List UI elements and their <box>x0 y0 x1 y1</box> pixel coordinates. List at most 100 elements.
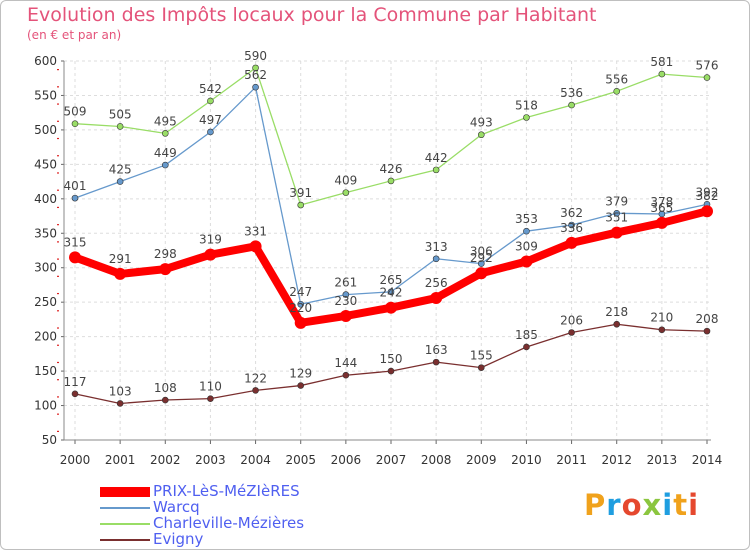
data-label-evigny: 163 <box>425 343 448 357</box>
data-label-charleville: 590 <box>244 49 267 63</box>
data-label-prix: 242 <box>380 286 403 300</box>
chart-title: Evolution des Impôts locaux pour la Comm… <box>27 4 597 26</box>
data-point-evigny <box>116 400 124 407</box>
data-point-evigny <box>71 390 79 398</box>
data-label-charleville: 391 <box>289 186 312 200</box>
data-point-warcq <box>523 227 530 235</box>
data-label-warcq: 401 <box>64 179 87 193</box>
data-point-evigny <box>568 329 575 336</box>
data-point-charleville <box>387 177 395 185</box>
data-point-prix <box>701 205 713 218</box>
data-label-prix: 292 <box>470 251 493 265</box>
data-point-warcq <box>477 260 485 267</box>
data-point-warcq <box>161 161 169 169</box>
data-label-charleville: 556 <box>605 72 628 86</box>
data-label-evigny: 117 <box>64 375 87 389</box>
data-label-warcq: 425 <box>109 163 132 177</box>
data-point-evigny <box>207 395 214 402</box>
data-label-evigny: 129 <box>289 367 312 381</box>
data-point-prix <box>69 251 81 264</box>
data-point-prix <box>159 263 172 276</box>
data-label-prix: 298 <box>154 247 177 261</box>
data-point-charleville <box>703 74 711 81</box>
data-label-evigny: 108 <box>154 381 177 395</box>
data-label-charleville: 581 <box>650 55 673 69</box>
data-point-charleville <box>71 120 79 128</box>
y-tick-label: 450 <box>34 157 57 171</box>
chart-subtitle: (en € et par an) <box>27 28 122 42</box>
data-point-evigny <box>703 327 711 335</box>
y-tick-label: 350 <box>34 226 57 240</box>
data-label-evigny: 122 <box>244 371 267 385</box>
data-label-prix: 331 <box>244 224 267 238</box>
data-label-evigny: 185 <box>515 328 538 342</box>
legend-label-warcq: Warcq <box>153 498 200 516</box>
data-label-prix: 365 <box>650 201 673 215</box>
data-label-warcq: 353 <box>515 212 538 226</box>
data-label-warcq: 562 <box>244 68 267 82</box>
data-label-warcq: 265 <box>380 273 403 287</box>
data-point-evigny <box>658 326 666 334</box>
data-point-evigny <box>613 320 621 328</box>
y-tick-label: 200 <box>34 330 57 344</box>
data-point-warcq <box>432 255 440 263</box>
data-label-charleville: 426 <box>380 162 403 176</box>
data-label-evigny: 218 <box>605 305 628 319</box>
data-point-warcq <box>568 221 575 229</box>
data-point-evigny <box>477 364 485 371</box>
data-point-warcq <box>297 300 305 308</box>
data-label-charleville: 409 <box>334 174 357 188</box>
data-label-prix: 319 <box>199 233 222 247</box>
data-point-charleville <box>658 70 666 78</box>
data-label-charleville: 495 <box>154 114 177 128</box>
data-label-prix: 336 <box>560 221 583 235</box>
data-label-evigny: 155 <box>470 349 493 363</box>
data-point-prix <box>294 316 307 329</box>
data-label-evigny: 206 <box>560 314 583 328</box>
logo-letter: x <box>642 488 663 522</box>
data-point-prix <box>610 226 623 239</box>
y-tick-label: 250 <box>34 295 57 309</box>
data-point-warcq <box>207 128 214 136</box>
data-label-charleville: 542 <box>199 82 222 96</box>
data-point-evigny <box>297 382 305 389</box>
x-tick-label: 2006 <box>331 453 362 467</box>
data-label-charleville: 442 <box>425 151 448 165</box>
data-point-warcq <box>252 83 259 91</box>
data-label-warcq: 362 <box>560 206 583 220</box>
data-label-warcq: 449 <box>154 146 177 160</box>
data-label-evigny: 110 <box>199 380 222 394</box>
legend-label-charleville: Charleville-Mézières <box>153 514 305 532</box>
x-tick-label: 2013 <box>647 453 678 467</box>
data-point-prix <box>385 301 397 314</box>
data-point-prix <box>565 236 578 249</box>
legend-swatch-evigny <box>100 539 150 541</box>
data-point-evigny <box>432 358 440 366</box>
data-label-warcq: 379 <box>605 194 628 208</box>
x-tick-label: 2005 <box>285 453 316 467</box>
y-tick-label: 400 <box>34 192 57 206</box>
legend-swatch-prix <box>100 487 150 497</box>
data-point-charleville <box>116 123 124 130</box>
legend-label-evigny: Evigny <box>153 530 204 548</box>
data-label-charleville: 576 <box>696 59 719 73</box>
y-tick-label: 50 <box>42 433 57 447</box>
data-label-charleville: 505 <box>109 107 132 121</box>
data-point-prix <box>204 248 217 261</box>
data-label-charleville: 536 <box>560 86 583 100</box>
data-label-evigny: 208 <box>696 312 719 326</box>
x-tick-label: 2003 <box>195 453 226 467</box>
data-point-evigny <box>523 343 530 351</box>
data-label-evigny: 210 <box>650 311 673 325</box>
data-point-charleville <box>252 64 259 72</box>
x-tick-label: 2001 <box>105 453 136 467</box>
y-tick-label: 150 <box>34 364 57 378</box>
data-point-charleville <box>523 114 530 121</box>
data-label-evigny: 150 <box>380 352 403 366</box>
data-label-warcq: 497 <box>199 113 222 127</box>
data-point-evigny <box>161 396 169 404</box>
x-tick-label: 2008 <box>421 453 452 467</box>
legend-label-prix: PRIX-LèS-MéZIèRES <box>153 482 300 500</box>
data-label-prix: 230 <box>334 294 357 308</box>
